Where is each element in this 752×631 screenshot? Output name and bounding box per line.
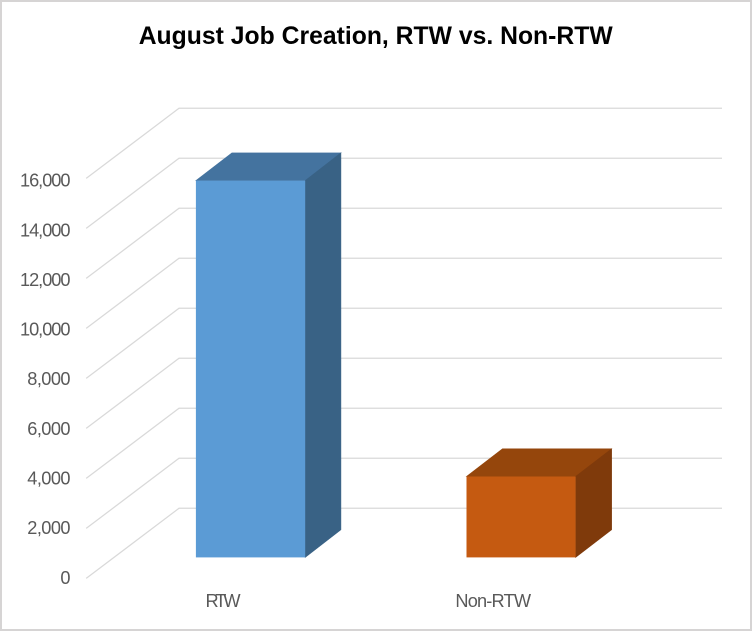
- svg-text:4,000: 4,000: [27, 469, 70, 489]
- svg-text:12,000: 12,000: [20, 270, 71, 290]
- svg-text:10,000: 10,000: [20, 320, 71, 340]
- svg-text:2,000: 2,000: [27, 518, 70, 538]
- svg-text:14,000: 14,000: [20, 220, 71, 240]
- svg-text:RTW: RTW: [205, 591, 241, 611]
- svg-text:0: 0: [60, 568, 70, 588]
- svg-text:16,000: 16,000: [20, 171, 71, 191]
- svg-text:8,000: 8,000: [27, 369, 70, 389]
- svg-text:6,000: 6,000: [27, 419, 70, 439]
- svg-text:August Job Creation, RTW vs. N: August Job Creation, RTW vs. Non-RTW: [139, 23, 614, 50]
- svg-text:Non-RTW: Non-RTW: [455, 591, 531, 611]
